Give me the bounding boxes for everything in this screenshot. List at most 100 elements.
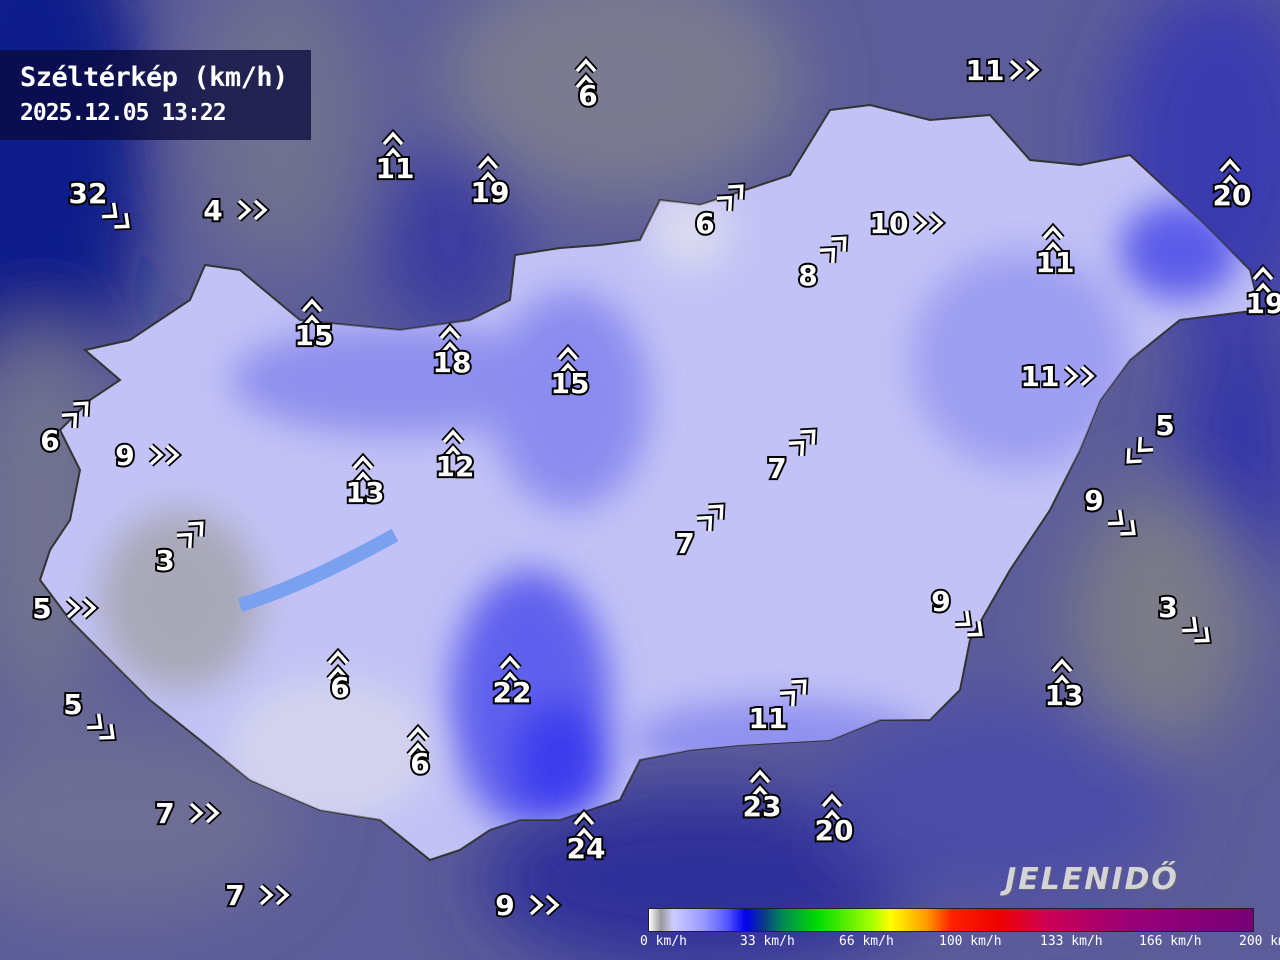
wind-station: 15 [293, 295, 335, 354]
wind-speed-value: 7 [155, 797, 174, 830]
legend-label: 33 km/h [740, 934, 795, 949]
wind-speed-value: 5 [63, 688, 82, 721]
wind-direction-arrow-icon [1124, 436, 1154, 466]
wind-direction-arrow-icon [148, 443, 183, 467]
legend-label: 0 km/h [640, 934, 687, 949]
wind-speed-value: 6 [330, 671, 349, 704]
wind-station: 19 [469, 152, 511, 211]
wind-direction-arrow-icon [820, 790, 844, 825]
wind-station: 6 [574, 55, 600, 114]
wind-direction-arrow-icon [528, 893, 563, 917]
wind-station: 20 [1211, 155, 1253, 214]
wind-direction-arrow-icon [556, 343, 580, 378]
jelenido-logo: JELENIDŐ [1005, 862, 1179, 897]
wind-direction-arrow-icon [102, 202, 132, 231]
wind-direction-arrow-icon [1182, 616, 1212, 645]
wind-station: 23 [741, 766, 783, 825]
wind-speed-value: 6 [695, 207, 714, 240]
wind-speed-value: 20 [815, 814, 854, 847]
wind-speed-value: 11 [1021, 360, 1060, 393]
wind-station: 10 [868, 205, 947, 242]
wind-station: 11 [964, 52, 1043, 89]
wind-speed-value: 20 [1213, 179, 1252, 212]
wind-direction-arrow-icon [438, 322, 462, 357]
wind-direction-arrow-icon [912, 211, 947, 235]
wind-direction-arrow-icon [498, 652, 522, 687]
map-title: Széltérkép (km/h) [20, 62, 288, 93]
wind-station: 3 [153, 519, 206, 579]
wind-station: 11 [374, 128, 416, 187]
wind-station: 12 [434, 426, 476, 485]
wind-speed-value: 11 [966, 54, 1005, 87]
wind-speed-value: 6 [578, 79, 597, 112]
wind-station: 5 [61, 686, 117, 742]
wind-speed-value: 9 [931, 585, 950, 618]
wind-direction-arrow-icon [716, 182, 746, 212]
wind-speed-value: 6 [40, 424, 59, 457]
wind-direction-arrow-icon [326, 647, 350, 682]
wind-direction-arrow-icon [300, 295, 324, 330]
wind-direction-arrow-icon [955, 610, 985, 639]
wind-direction-arrow-icon [476, 152, 500, 187]
wind-speed-value: 13 [346, 476, 385, 509]
lake-balaton [237, 528, 399, 612]
wind-station: 4 [201, 192, 271, 229]
wind-speed-value: 11 [749, 702, 788, 735]
wind-station: 6 [693, 182, 746, 242]
wind-speed-value: 19 [1246, 287, 1280, 320]
wind-station: 11 [1019, 358, 1098, 395]
wind-speed-value: 7 [767, 452, 786, 485]
wind-station: 9 [1082, 482, 1138, 538]
wind-station: 18 [431, 322, 473, 381]
wind-speed-value: 10 [870, 207, 909, 240]
wind-speed-value: 23 [743, 790, 782, 823]
wind-speed-value: 13 [1045, 679, 1084, 712]
wind-speed-value: 15 [295, 319, 334, 352]
wind-direction-arrow-icon [1008, 58, 1043, 82]
wind-direction-arrow-icon [748, 766, 772, 801]
wind-station: 13 [1043, 655, 1085, 714]
wind-speed-value: 5 [1155, 409, 1174, 442]
legend-label: 100 km/h [939, 934, 1002, 949]
wind-station: 11 [747, 677, 809, 737]
wind-speed-value: 9 [115, 439, 134, 472]
wind-station: 8 [796, 234, 849, 294]
wind-direction-arrow-icon [258, 883, 293, 907]
wind-station: 9 [113, 437, 183, 474]
wind-direction-arrow-icon [1251, 263, 1275, 298]
wind-station: 13 [344, 452, 386, 511]
wind-station: 15 [549, 343, 591, 402]
wind-speed-value: 3 [1158, 591, 1177, 624]
wind-station: 9 [929, 583, 985, 639]
wind-direction-arrow-icon [441, 426, 465, 461]
wind-station: 11 [1034, 222, 1076, 281]
wind-speed-value: 9 [495, 889, 514, 922]
wind-direction-arrow-icon [788, 427, 818, 457]
wind-speed-value: 22 [493, 676, 532, 709]
wind-direction-arrow-icon [351, 452, 375, 487]
wind-field-hungary [100, 190, 1240, 830]
wind-speed-value: 8 [798, 259, 817, 292]
wind-direction-arrow-icon [1063, 364, 1098, 388]
wind-speed-value: 5 [32, 592, 51, 625]
wind-speed-value: 11 [1036, 246, 1075, 279]
wind-station: 6 [406, 723, 432, 782]
wind-direction-arrow-icon [696, 502, 726, 532]
wind-speed-value: 7 [675, 527, 694, 560]
legend-label: 133 km/h [1040, 934, 1103, 949]
wind-speed-value: 24 [567, 832, 606, 865]
wind-station: 5 [1124, 407, 1177, 466]
wind-speed-value: 15 [551, 367, 590, 400]
wind-direction-arrow-icon [779, 677, 809, 707]
wind-station: 7 [765, 427, 818, 487]
legend-label: 200 km/h [1239, 934, 1280, 949]
wind-station: 7 [153, 795, 223, 832]
legend-label: 166 km/h [1139, 934, 1202, 949]
wind-station: 6 [38, 399, 91, 459]
wind-speed-value: 18 [433, 346, 472, 379]
wind-speed-value: 19 [471, 176, 510, 209]
wind-direction-arrow-icon [176, 519, 206, 549]
wind-direction-arrow-icon [1041, 222, 1065, 257]
wind-direction-arrow-icon [1218, 155, 1242, 190]
wind-station: 3 [1156, 589, 1212, 645]
